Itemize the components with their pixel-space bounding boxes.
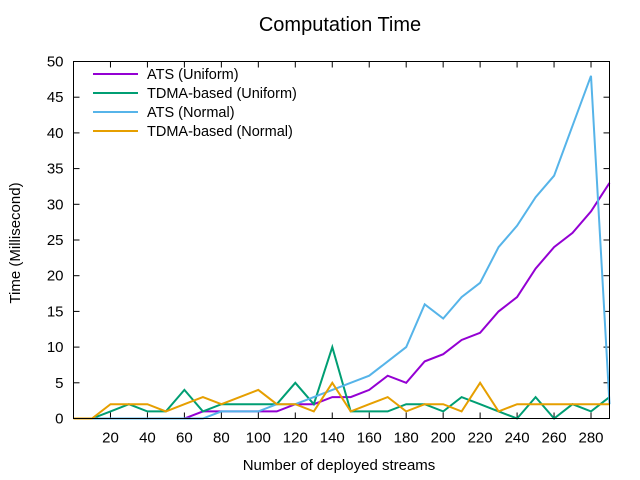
legend-label: ATS (Normal) <box>147 105 235 121</box>
x-tick-label: 20 <box>102 430 119 447</box>
x-tick-label: 200 <box>431 430 456 447</box>
y-tick-label: 25 <box>47 232 64 249</box>
x-tick-label: 180 <box>394 430 419 447</box>
chart-title: Computation Time <box>259 14 421 36</box>
axis-ticks: 20 40 60 80 100 120 140 160 180 200 220 240 260 280 0 5… <box>47 54 610 447</box>
y-tick-label: 20 <box>47 268 64 285</box>
plot-frame <box>73 61 610 419</box>
y-tick-label: 40 <box>47 125 64 142</box>
x-tick-label: 160 <box>357 430 382 447</box>
x-tick-label: 240 <box>505 430 530 447</box>
x-tick-label: 120 <box>283 430 308 447</box>
y-tick-label: 0 <box>55 411 63 428</box>
series-line-ats-uniform <box>73 182 611 420</box>
x-tick-label: 220 <box>468 430 493 447</box>
x-tick-label: 140 <box>320 430 345 447</box>
x-tick-label: 80 <box>213 430 230 447</box>
x-tick-label: 100 <box>246 430 271 447</box>
y-tick-label: 45 <box>47 89 64 106</box>
y-tick-label: 50 <box>47 54 64 71</box>
legend-label: TDMA-based (Uniform) <box>147 86 297 102</box>
y-tick-label: 5 <box>55 375 63 392</box>
legend: ATS (Uniform) TDMA-based (Uniform) ATS (No… <box>93 67 297 140</box>
x-tick-label: 260 <box>542 430 567 447</box>
y-tick-label: 35 <box>47 161 64 178</box>
y-tick-label: 10 <box>47 339 64 356</box>
series-line-tdma-based-uniform <box>73 343 611 420</box>
x-tick-label: 40 <box>139 430 156 447</box>
legend-label: ATS (Uniform) <box>147 67 239 83</box>
y-axis-label: Time (Millisecond) <box>7 182 24 303</box>
x-axis-label: Number of deployed streams <box>243 457 436 474</box>
series-line-tdma-based-normal <box>73 380 610 420</box>
y-tick-label: 30 <box>47 196 64 213</box>
legend-label: TDMA-based (Normal) <box>147 124 293 140</box>
x-tick-label: 60 <box>176 430 193 447</box>
x-tick-label: 280 <box>579 430 604 447</box>
y-tick-label: 15 <box>47 303 64 320</box>
